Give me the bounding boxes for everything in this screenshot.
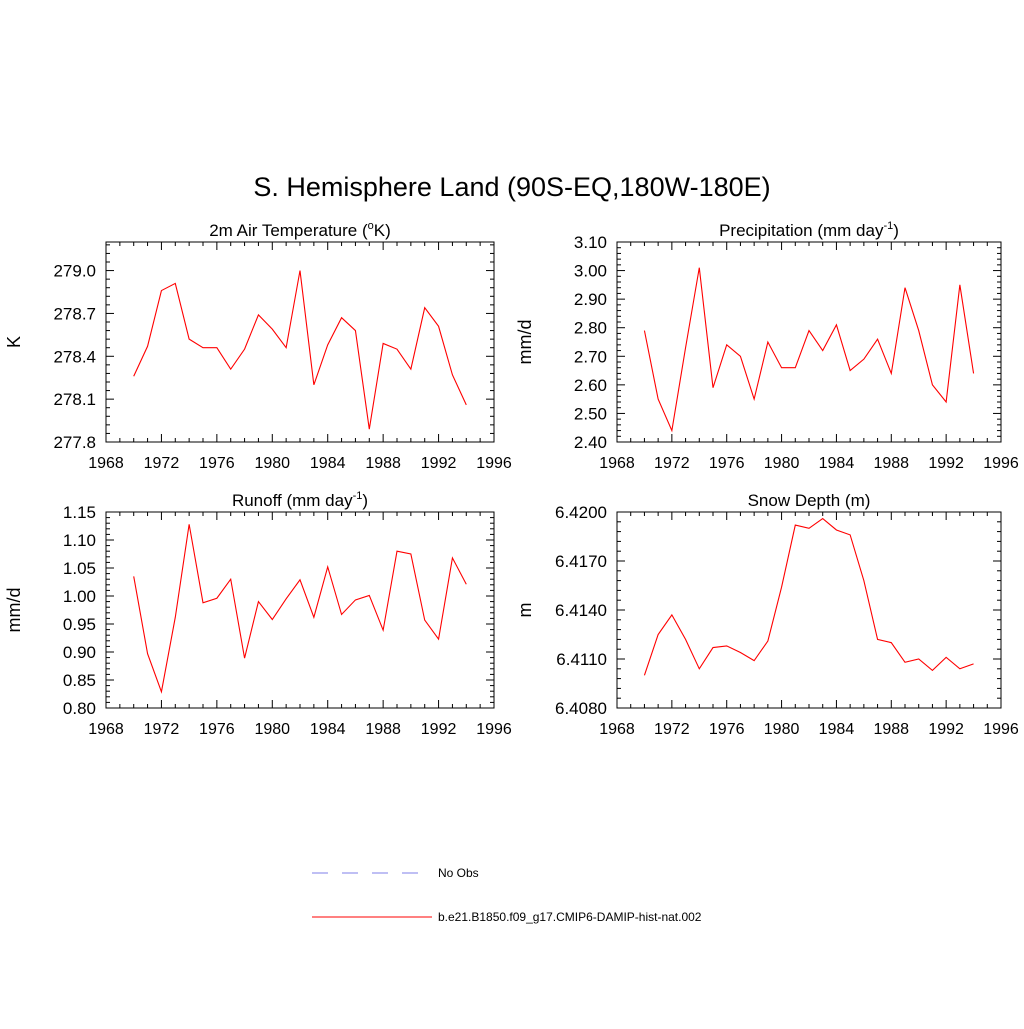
panel-air-temperature: 2m Air Temperature (oK) K 1968 1972 1976 1980… — [4, 220, 512, 472]
legend-model-label: b.e21.B1850.f09_g17.CMIP6-DAMIP-hist-nat… — [438, 910, 702, 924]
x-tick-label: 1988 — [365, 455, 401, 472]
x-tick-label: 1984 — [310, 455, 346, 472]
x-tick-label: 1988 — [365, 721, 401, 738]
y-tick-label: 1.15 — [63, 503, 96, 522]
y-tick-label: 6.4170 — [555, 552, 607, 571]
x-tick-label: 1980 — [254, 455, 290, 472]
y-tick-label: 1.10 — [63, 531, 96, 550]
x-tick-label: 1984 — [819, 455, 855, 472]
panel-precipitation: Precipitation (mm day-1) mm/d 1968 1972 1976… — [515, 220, 1019, 472]
x-tick-label: 1972 — [144, 455, 180, 472]
x-tick-label: 1984 — [310, 721, 346, 738]
legend-obs-label: No Obs — [438, 866, 479, 880]
y-tick-label: 6.4080 — [555, 699, 607, 718]
x-tick-label: 1968 — [599, 455, 635, 472]
panel-runoff: Runoff (mm day-1) mm/d 1968 1972 1976 1980 198… — [4, 490, 512, 738]
y-tick-label: 0.85 — [63, 671, 96, 690]
y-tick-label: 3.00 — [574, 262, 607, 281]
y-tick-label: 1.00 — [63, 587, 96, 606]
x-tick-label: 1976 — [709, 455, 745, 472]
x-tick-label: 1992 — [421, 455, 457, 472]
x-tick-label: 1984 — [819, 721, 855, 738]
series-line-model — [134, 524, 467, 691]
x-tick-label: 1992 — [421, 721, 457, 738]
y-tick-label: 2.70 — [574, 347, 607, 366]
x-tick-label: 1976 — [709, 721, 745, 738]
series-line-model — [134, 271, 467, 430]
y-tick-label: 278.7 — [53, 304, 96, 323]
x-tick-label: 1988 — [873, 721, 909, 738]
y-tick-label: 2.60 — [574, 376, 607, 395]
x-tick-label: 1992 — [928, 455, 964, 472]
x-tick-label: 1972 — [144, 721, 180, 738]
y-tick-label: 2.90 — [574, 290, 607, 309]
x-tick-label: 1996 — [476, 455, 512, 472]
panel-title: Runoff (mm day-1) — [232, 490, 368, 510]
x-tick-label: 1968 — [88, 721, 124, 738]
y-axis-label: K — [4, 336, 24, 348]
main-title: S. Hemisphere Land (90S-EQ,180W-180E) — [253, 172, 770, 202]
x-tick-label: 1972 — [654, 455, 690, 472]
x-tick-label: 1976 — [199, 455, 235, 472]
y-tick-label: 3.10 — [574, 233, 607, 252]
y-tick-label: 278.1 — [53, 390, 96, 409]
x-tick-label: 1980 — [764, 721, 800, 738]
y-axis-label: mm/d — [4, 588, 24, 633]
series-line-model — [644, 268, 973, 431]
x-tick-label: 1968 — [88, 455, 124, 472]
x-tick-label: 1972 — [654, 721, 690, 738]
panel-title: Snow Depth (m) — [748, 491, 871, 510]
x-tick-label: 1976 — [199, 721, 235, 738]
y-tick-label: 0.90 — [63, 643, 96, 662]
panel-snow-depth: Snow Depth (m) m 1968 1972 1976 1980 1984 1988 1… — [515, 491, 1019, 738]
y-tick-label: 0.80 — [63, 699, 96, 718]
x-tick-label: 1996 — [983, 455, 1019, 472]
y-axis-label: m — [515, 603, 535, 618]
y-tick-label: 0.95 — [63, 615, 96, 634]
y-tick-label: 6.4140 — [555, 601, 607, 620]
y-tick-label: 277.8 — [53, 433, 96, 452]
x-tick-label: 1992 — [928, 721, 964, 738]
x-tick-label: 1980 — [254, 721, 290, 738]
y-tick-label: 6.4110 — [556, 650, 607, 669]
y-axis-label: mm/d — [515, 320, 535, 365]
x-tick-label: 1968 — [599, 721, 635, 738]
y-tick-label: 2.50 — [574, 404, 607, 423]
x-tick-label: 1988 — [873, 455, 909, 472]
legend: No Obs b.e21.B1850.f09_g17.CMIP6-DAMIP-h… — [312, 866, 702, 924]
series-line-model — [644, 519, 973, 676]
y-tick-label: 2.80 — [574, 319, 607, 338]
y-tick-label: 278.4 — [53, 347, 96, 366]
x-tick-label: 1996 — [476, 721, 512, 738]
y-tick-label: 279.0 — [53, 262, 96, 281]
panel-title: 2m Air Temperature (oK) — [209, 220, 391, 240]
x-tick-label: 1996 — [983, 721, 1019, 738]
y-tick-label: 1.05 — [63, 559, 96, 578]
y-tick-label: 2.40 — [574, 433, 607, 452]
x-tick-label: 1980 — [764, 455, 800, 472]
plot-frame — [617, 512, 1001, 708]
panel-title: Precipitation (mm day-1) — [719, 220, 899, 240]
y-tick-label: 6.4200 — [555, 503, 607, 522]
